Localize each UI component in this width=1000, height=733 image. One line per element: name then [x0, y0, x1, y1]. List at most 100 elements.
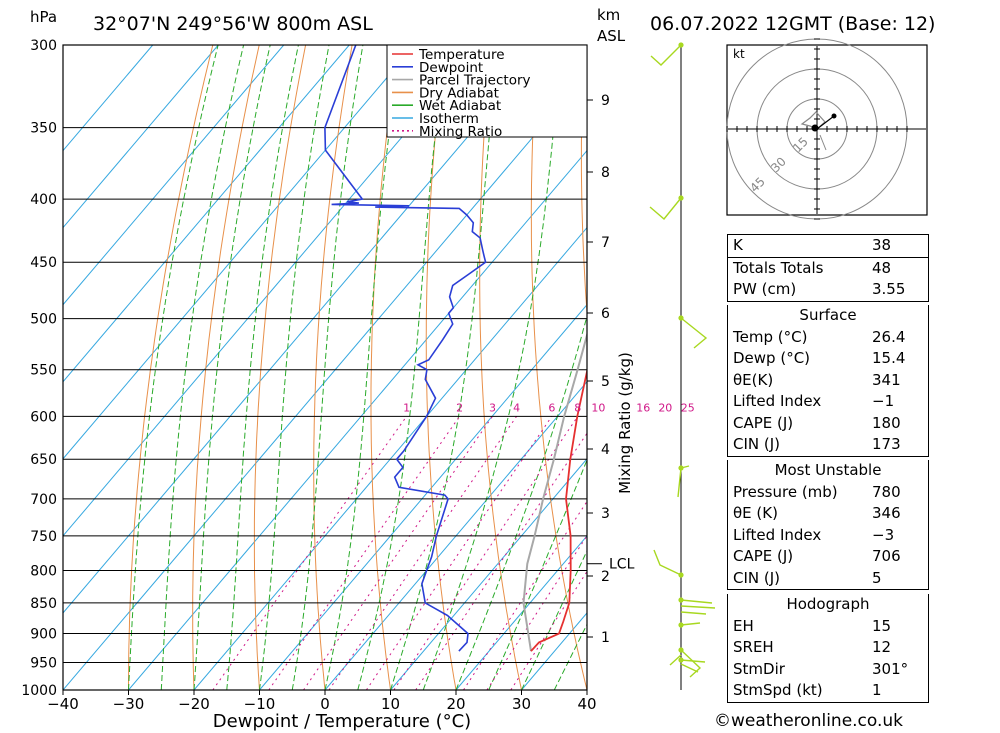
isotherm-line [63, 45, 219, 229]
wind-dot [678, 597, 684, 603]
pressure-tick-label: 600 [30, 409, 57, 425]
wind-dot [678, 647, 684, 653]
indices-table: K 38 Totals Totals 48 PW (cm) 3.55 [727, 234, 929, 302]
x-tick-label: 0 [320, 695, 330, 713]
dry-adiabat-line [630, 45, 718, 690]
isotherm-line [63, 45, 547, 614]
hodograph-trace [816, 115, 835, 130]
x-tick-label: −10 [244, 695, 276, 713]
surface-row: CIN (J) 173 [728, 434, 928, 457]
pressure-tick-label: 700 [30, 492, 57, 508]
isotherm-line [455, 535, 587, 690]
mixing-ratio-label: 1 [403, 401, 410, 414]
most-unstable-table: Most Unstable Pressure (mb) 780 θE (K) 346… [727, 460, 929, 590]
surface-row: Lifted Index −1 [733, 392, 895, 410]
isotherm-line [63, 72, 587, 690]
isotherm-line [63, 45, 416, 460]
mixing-ratio-line [486, 534, 587, 690]
mu-row: CAPE (J) 706 [733, 547, 901, 565]
pressure-tick-label: 900 [30, 627, 57, 643]
wind-dot [678, 657, 684, 663]
wind-dot [678, 315, 684, 321]
km-tick-label: 8 [601, 165, 610, 181]
x-tick-label: −40 [47, 695, 79, 713]
wind-barb [649, 197, 682, 221]
wind-dot [678, 465, 684, 471]
legend-label: Wet Adiabat [419, 98, 501, 114]
km-tick-label: 1 [601, 630, 610, 646]
axes: 3003504004505005506006507007508008509009… [21, 38, 634, 713]
dry-adiabat-line [425, 45, 457, 690]
pressure-tick-label: 1000 [21, 683, 57, 699]
mu-row: θE (K) 346 [733, 504, 901, 522]
location-title: 32°07'N 249°56'W 800m ASL [93, 13, 373, 35]
hodograph-table: Hodograph EH 15 SREH 12 StmDir 301° StmSpd … [727, 594, 929, 703]
isotherm-line [390, 458, 587, 690]
mixing-ratio-line [510, 570, 587, 690]
mixing-ratio-label: 8 [574, 401, 581, 414]
legend-label: Isotherm [419, 111, 479, 127]
pressure-tick-label: 850 [30, 596, 57, 612]
legend-label: Dewpoint [419, 60, 483, 76]
km-tick-label: 5 [601, 374, 610, 390]
km-tick-label: 6 [601, 306, 610, 322]
wind-barb [680, 599, 716, 615]
mu-row: CIN (J) 5 [728, 568, 928, 590]
mixing-ratio-label: 3 [489, 401, 496, 414]
wet-adiabat-line [324, 45, 402, 690]
surface-table: Surface Temp (°C) 26.4 Dewp (°C) 15.4 θE(K… [727, 305, 929, 457]
dry-adiabat-line [479, 45, 522, 690]
isotherm-line [324, 380, 587, 690]
km-tick-label: 7 [601, 235, 610, 251]
pressure-tick-label: 550 [30, 363, 57, 379]
hodograph-unit: kt [733, 47, 745, 61]
isotherm-line [259, 303, 587, 690]
pressure-tick-label: 350 [30, 121, 57, 137]
x-tick-label: 10 [381, 695, 400, 713]
legend-label: Temperature [418, 47, 505, 63]
wind-barb [680, 317, 708, 349]
hodograph-title: Hodograph [786, 595, 870, 613]
isotherm-line [63, 45, 154, 152]
dry-adiabat-line [956, 45, 1000, 690]
hodo-row: SREH 12 [733, 638, 892, 656]
dry-adiabat-line [580, 45, 587, 319]
lcl-label: LCL [609, 557, 635, 573]
mixing-ratio-line [268, 416, 461, 690]
x-axis-label: Dewpoint / Temperature (°C) [213, 711, 471, 732]
x-tick-label: −20 [178, 695, 210, 713]
mixing-ratio-label: 4 [513, 401, 520, 414]
mu-row: Pressure (mb) 780 [733, 482, 901, 501]
mixing-ratio-label: 16 [636, 401, 650, 414]
km-tick-label: 3 [601, 506, 610, 522]
mixing-ratio-line [393, 416, 579, 690]
mixing-ratio-label: 2 [456, 401, 463, 414]
hodo-row: EH 15 [733, 616, 892, 635]
hodo-row: StmDir 301° [733, 659, 909, 678]
index-row-k: K 38 [728, 235, 928, 258]
pressure-tick-label: 750 [30, 529, 57, 545]
wet-adiabat-line [160, 45, 245, 690]
mu-row: Lifted Index −3 [733, 525, 895, 544]
surface-row: θE(K) 341 [733, 370, 901, 389]
mixing-ratio-label: 6 [548, 401, 555, 414]
wet-adiabat-line [455, 314, 587, 690]
most-unstable-title: Most Unstable [774, 461, 882, 479]
isotherm-line [63, 45, 481, 537]
wind-dot [678, 42, 684, 48]
dry-adiabat-line [370, 45, 399, 690]
km-tick-label: 2 [601, 569, 610, 585]
index-row-pw: PW (cm) 3.55 [728, 279, 928, 302]
dewpoint-line [324, 45, 487, 652]
hodograph-point [811, 124, 819, 132]
mixing-ratio-line [328, 416, 518, 690]
pressure-tick-label: 300 [30, 38, 57, 54]
pressure-tick-label: 450 [30, 255, 57, 271]
wet-adiabat-line [422, 45, 563, 690]
isotherm-line [63, 45, 350, 383]
wet-adiabat-line [226, 45, 299, 690]
legend-label: Mixing Ratio [419, 124, 502, 140]
km-tick-label: 4 [601, 442, 610, 458]
